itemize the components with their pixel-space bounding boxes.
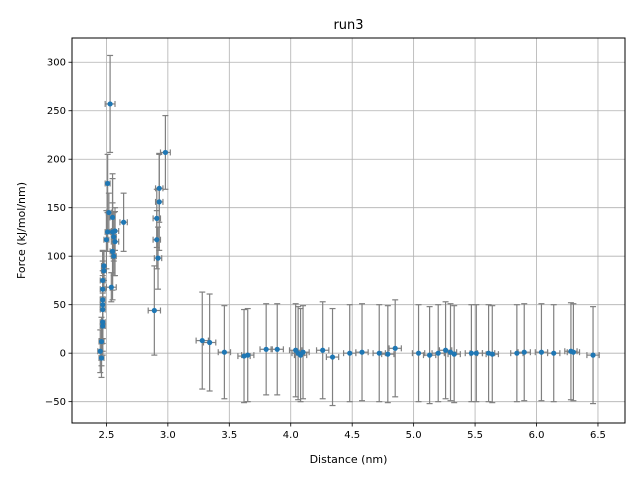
data-point [521, 349, 527, 355]
data-point [221, 349, 227, 355]
data-point [156, 185, 162, 191]
data-point [100, 319, 106, 325]
y-tick-label: 50 [53, 300, 66, 311]
x-tick-label: 4.0 [283, 430, 299, 441]
y-tick-label: 100 [47, 252, 66, 263]
x-tick-label: 6.5 [590, 430, 606, 441]
data-point [101, 263, 107, 269]
chart-title: run3 [333, 18, 363, 33]
data-point [551, 350, 557, 356]
data-point [590, 352, 596, 358]
x-tick-label: 5.5 [467, 430, 483, 441]
data-point [100, 306, 106, 313]
data-point [100, 323, 106, 329]
data-point [112, 239, 118, 245]
data-point [121, 219, 127, 225]
data-point [151, 307, 157, 314]
data-point [111, 234, 117, 240]
x-tick-label: 6.0 [529, 430, 545, 441]
data-point [385, 351, 391, 357]
data-point [108, 284, 114, 290]
y-tick-label: 200 [47, 155, 66, 166]
data-point [111, 253, 117, 259]
data-point [473, 350, 479, 356]
data-point [154, 237, 160, 243]
y-tick-label: 300 [47, 58, 66, 69]
data-point [415, 350, 422, 356]
data-point [100, 286, 106, 292]
data-point [359, 349, 365, 355]
data-point [98, 355, 105, 361]
x-tick-label: 3.5 [221, 430, 237, 441]
data-markers [97, 101, 596, 361]
x-tick-label: 5.0 [406, 430, 422, 441]
data-point [320, 347, 326, 353]
data-point [468, 350, 474, 356]
x-axis-label: Distance (nm) [310, 453, 388, 466]
data-point [156, 199, 162, 205]
data-point [263, 346, 269, 352]
data-point [162, 149, 168, 156]
data-point [154, 215, 160, 221]
data-point [435, 350, 441, 356]
data-point [392, 345, 398, 351]
x-tick-label: 4.5 [344, 430, 360, 441]
data-point [109, 248, 116, 254]
data-point [107, 101, 113, 107]
data-point [274, 346, 280, 352]
data-point [105, 229, 111, 235]
data-point [207, 339, 213, 346]
data-point [442, 347, 449, 353]
y-axis-ticks: −50 0 50 100 150 200 250 300 [45, 58, 72, 408]
data-point [103, 237, 110, 243]
data-point [155, 255, 161, 261]
x-tick-label: 3.0 [160, 430, 176, 441]
data-point [570, 349, 576, 355]
data-point [347, 350, 353, 356]
data-point [451, 351, 457, 357]
data-point [100, 297, 106, 303]
data-point [97, 348, 103, 354]
data-point [100, 302, 106, 308]
data-point [98, 338, 105, 345]
data-point [489, 351, 495, 357]
y-axis-label: Force (kJ/mol/nm) [15, 182, 28, 279]
data-point [329, 354, 336, 360]
data-point [101, 268, 107, 274]
data-point [376, 350, 382, 356]
data-point [538, 349, 545, 355]
data-point [109, 214, 116, 221]
data-point [106, 209, 112, 216]
data-point [112, 228, 118, 234]
y-tick-label: 150 [47, 203, 66, 214]
x-axis-ticks: 2.5 3.0 3.5 4.0 4.5 5.0 5.5 6.0 6.5 [98, 423, 606, 441]
x-tick-label: 2.5 [98, 430, 114, 441]
plot-area [72, 38, 625, 423]
data-point [245, 352, 251, 358]
plot-frame [71, 37, 626, 424]
data-point [427, 352, 433, 358]
y-tick-label: −50 [45, 397, 66, 408]
data-point [199, 337, 205, 344]
data-point [105, 180, 111, 187]
data-point [514, 350, 520, 356]
data-point [300, 349, 306, 355]
y-tick-label: 0 [60, 349, 66, 360]
data-point [100, 277, 106, 284]
y-tick-label: 250 [47, 106, 66, 117]
